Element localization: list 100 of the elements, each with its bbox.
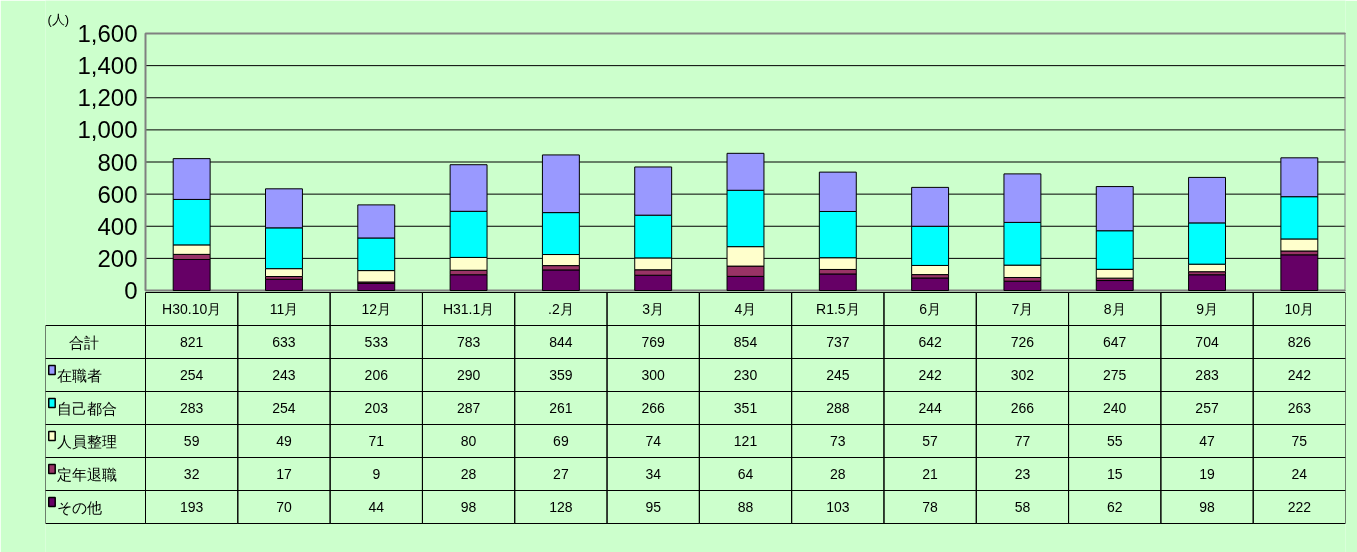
x-tick-label: 8月 — [1103, 301, 1126, 317]
legend-label: 人員整理 — [56, 432, 117, 450]
total-label: 633 — [272, 334, 296, 350]
data-label: 95 — [645, 499, 662, 515]
data-label: 254 — [272, 400, 296, 416]
data-label: 57 — [922, 433, 939, 449]
data-label: 34 — [645, 466, 662, 482]
data-label: 283 — [1195, 367, 1219, 383]
total-label: 533 — [364, 334, 389, 350]
total-label: 647 — [1103, 334, 1127, 350]
data-label: 32 — [183, 466, 200, 482]
data-label: 59 — [183, 433, 200, 449]
data-label: 98 — [1199, 499, 1216, 515]
data-label: 203 — [364, 400, 389, 416]
data-label: 121 — [733, 433, 758, 449]
y-tick-label: 1,000 — [77, 116, 138, 144]
data-label: 206 — [364, 367, 389, 383]
data-label: 44 — [368, 499, 385, 515]
data-label: 351 — [733, 400, 758, 416]
data-label: 290 — [456, 367, 481, 383]
data-label: 21 — [922, 466, 939, 482]
data-label: 28 — [830, 466, 846, 482]
data-label: 49 — [276, 433, 292, 449]
x-tick-label: H30.10月 — [162, 301, 222, 317]
data-label: 27 — [553, 466, 569, 482]
x-tick-label: 10月 — [1284, 301, 1315, 317]
total-label: 737 — [826, 334, 850, 350]
data-label: 359 — [549, 367, 573, 383]
total-label: 854 — [733, 334, 758, 350]
data-label: 15 — [1106, 466, 1123, 482]
data-label: 98 — [460, 499, 477, 515]
data-label: 62 — [1106, 499, 1123, 515]
data-label: 64 — [737, 466, 754, 482]
data-label: 240 — [1103, 400, 1127, 416]
data-label: 28 — [460, 466, 477, 482]
data-label: 70 — [276, 499, 292, 515]
y-axis-title: (人) — [47, 12, 70, 27]
data-label: 71 — [368, 433, 385, 449]
x-tick-label: R1.5月 — [816, 301, 860, 317]
x-tick-label: 3月 — [642, 301, 665, 317]
data-label: 263 — [1287, 400, 1312, 416]
total-label: 783 — [456, 334, 481, 350]
x-tick-label: 4月 — [734, 301, 757, 317]
data-label: 103 — [826, 499, 850, 515]
y-tick-label: 600 — [97, 180, 138, 208]
data-label: 243 — [272, 367, 296, 383]
x-tick-label: 12月 — [361, 301, 392, 317]
data-label: 287 — [456, 400, 481, 416]
legend-label: 定年退職 — [56, 465, 117, 483]
data-label: 69 — [553, 433, 569, 449]
total-label: 821 — [179, 334, 204, 350]
data-label: 75 — [1291, 433, 1308, 449]
data-label: 193 — [179, 499, 204, 515]
x-tick-label: 11月 — [269, 301, 299, 317]
x-tick-label: 9月 — [1196, 301, 1218, 317]
y-tick-label: 1,400 — [77, 52, 138, 80]
data-label: 242 — [918, 367, 943, 383]
data-label: 254 — [179, 367, 204, 383]
data-label: 88 — [737, 499, 754, 515]
data-label: 244 — [918, 400, 943, 416]
legend-label: 在職者 — [56, 366, 102, 384]
y-tick-label: 1,200 — [77, 84, 138, 112]
data-label: 19 — [1199, 466, 1216, 482]
data-label: 73 — [830, 433, 846, 449]
data-label: 55 — [1106, 433, 1123, 449]
data-label: 47 — [1199, 433, 1216, 449]
data-label: 9 — [372, 466, 381, 482]
x-tick-label: 7月 — [1011, 301, 1034, 317]
data-label: 288 — [826, 400, 850, 416]
data-label: 257 — [1195, 400, 1219, 416]
data-label: 230 — [733, 367, 758, 383]
data-label: 23 — [1014, 466, 1031, 482]
x-tick-label: .2月 — [548, 301, 574, 317]
total-label: 769 — [641, 334, 666, 350]
data-label: 245 — [826, 367, 850, 383]
total-label: 642 — [918, 334, 943, 350]
data-label: 266 — [1010, 400, 1035, 416]
data-label: 222 — [1287, 499, 1312, 515]
text: 合計 — [68, 333, 99, 351]
y-tick-label: 400 — [97, 212, 138, 240]
data-label: 261 — [549, 400, 573, 416]
data-label: 24 — [1291, 466, 1308, 482]
data-label: 302 — [1010, 367, 1035, 383]
data-label: 58 — [1014, 499, 1031, 515]
data-label: 275 — [1103, 367, 1127, 383]
legend-label: 自己都合 — [56, 399, 117, 417]
data-label: 17 — [276, 466, 292, 482]
y-tick-label: 200 — [97, 244, 138, 272]
data-label: 78 — [922, 499, 939, 515]
y-tick-label: 800 — [97, 148, 138, 176]
total-label: 726 — [1010, 334, 1035, 350]
data-label: 80 — [460, 433, 477, 449]
legend-label: その他 — [56, 498, 102, 516]
data-label: 74 — [645, 433, 662, 449]
total-label: 826 — [1287, 334, 1312, 350]
total-label: 704 — [1195, 334, 1219, 350]
y-tick-label: 0 — [124, 277, 138, 304]
data-label: 283 — [179, 400, 204, 416]
x-tick-label: 6月 — [919, 301, 942, 317]
data-label: 77 — [1014, 433, 1031, 449]
